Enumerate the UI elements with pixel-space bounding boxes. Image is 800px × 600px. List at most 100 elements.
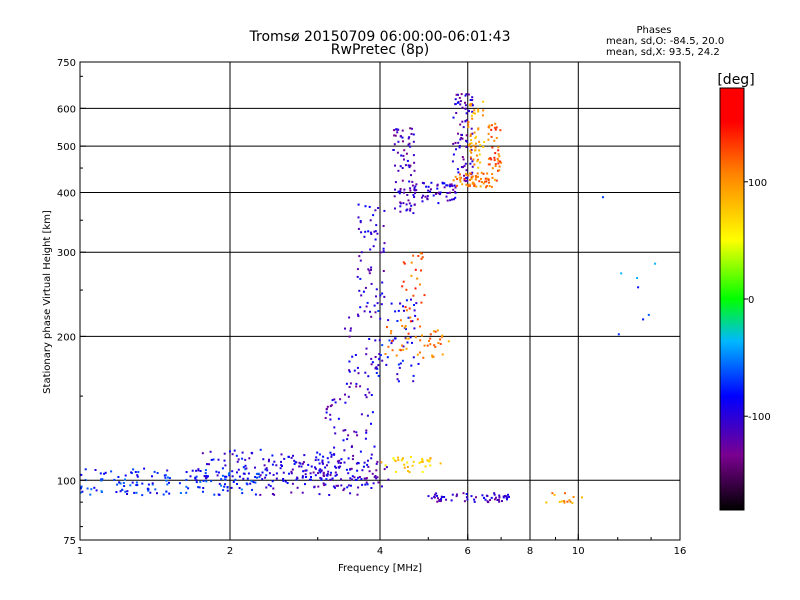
data-point bbox=[469, 142, 472, 145]
data-point bbox=[463, 164, 466, 167]
data-point bbox=[320, 478, 323, 481]
data-point bbox=[468, 104, 471, 107]
data-point bbox=[395, 354, 398, 357]
data-point bbox=[375, 372, 378, 374]
data-point bbox=[335, 466, 338, 469]
data-point bbox=[413, 309, 416, 312]
data-point bbox=[394, 460, 397, 463]
data-point bbox=[217, 458, 220, 461]
data-point bbox=[314, 474, 317, 477]
data-point bbox=[165, 479, 168, 482]
data-point bbox=[264, 476, 267, 479]
data-point bbox=[392, 457, 395, 460]
data-point bbox=[469, 172, 472, 175]
data-point bbox=[377, 481, 380, 484]
data-point bbox=[469, 99, 472, 101]
y-tick-label: 100 bbox=[57, 476, 76, 487]
data-point bbox=[426, 195, 429, 198]
data-point bbox=[365, 481, 368, 484]
data-point bbox=[202, 490, 204, 493]
data-point bbox=[410, 261, 413, 264]
data-point bbox=[244, 464, 247, 467]
data-point bbox=[581, 496, 583, 499]
data-point bbox=[256, 476, 259, 479]
data-point bbox=[410, 204, 413, 207]
data-point bbox=[415, 183, 418, 186]
data-point bbox=[419, 325, 422, 328]
data-point bbox=[319, 468, 322, 471]
data-point bbox=[427, 189, 430, 192]
data-point bbox=[269, 485, 272, 488]
data-point bbox=[351, 478, 353, 481]
data-point bbox=[493, 492, 496, 495]
data-point bbox=[195, 475, 198, 478]
data-point bbox=[483, 496, 485, 499]
data-point bbox=[427, 495, 430, 498]
data-point bbox=[304, 483, 306, 486]
data-point bbox=[447, 340, 450, 343]
data-point bbox=[334, 474, 337, 477]
y-tick-label: 600 bbox=[57, 104, 76, 115]
data-point bbox=[368, 269, 371, 272]
data-point bbox=[473, 185, 476, 187]
data-point bbox=[339, 465, 342, 468]
data-point bbox=[344, 393, 346, 396]
data-point bbox=[329, 405, 332, 408]
data-point bbox=[234, 478, 237, 481]
data-point bbox=[376, 302, 379, 305]
data-point bbox=[267, 460, 270, 463]
data-point bbox=[373, 230, 376, 233]
data-point bbox=[407, 199, 410, 202]
data-point bbox=[467, 121, 470, 124]
data-point bbox=[293, 459, 296, 462]
data-point bbox=[203, 475, 206, 478]
data-point bbox=[474, 137, 477, 140]
data-point bbox=[318, 453, 321, 456]
data-point bbox=[151, 482, 154, 485]
data-point bbox=[407, 470, 409, 473]
data-point bbox=[368, 391, 371, 394]
data-point bbox=[367, 459, 369, 462]
data-point bbox=[359, 220, 362, 222]
data-point bbox=[414, 336, 417, 339]
data-point bbox=[118, 481, 121, 484]
data-point bbox=[201, 452, 204, 455]
data-point bbox=[480, 171, 483, 174]
data-point bbox=[421, 334, 423, 337]
data-point bbox=[247, 472, 250, 475]
data-point bbox=[487, 138, 490, 141]
data-point bbox=[419, 339, 422, 342]
data-point bbox=[315, 456, 318, 459]
data-point bbox=[224, 475, 226, 478]
data-point bbox=[470, 142, 473, 145]
data-point bbox=[129, 484, 132, 487]
data-point bbox=[325, 478, 328, 481]
data-point bbox=[499, 160, 501, 163]
data-point bbox=[439, 343, 442, 345]
data-point bbox=[349, 492, 352, 495]
data-point bbox=[206, 463, 208, 466]
data-point bbox=[427, 460, 430, 463]
data-point bbox=[443, 182, 446, 185]
data-point bbox=[364, 286, 367, 289]
data-point bbox=[367, 268, 370, 271]
data-point bbox=[281, 465, 283, 467]
data-point bbox=[406, 341, 409, 344]
data-point bbox=[362, 465, 365, 468]
data-point bbox=[454, 141, 457, 144]
data-point bbox=[113, 478, 116, 481]
data-point bbox=[377, 364, 380, 367]
data-point bbox=[359, 385, 362, 388]
data-point bbox=[465, 496, 468, 499]
data-point bbox=[434, 330, 437, 333]
data-point bbox=[371, 411, 374, 414]
data-point bbox=[345, 382, 348, 385]
data-point bbox=[364, 483, 367, 486]
data-point bbox=[365, 347, 368, 350]
data-point bbox=[218, 482, 221, 485]
data-point bbox=[319, 476, 322, 479]
data-point bbox=[262, 458, 265, 461]
data-point bbox=[290, 470, 293, 473]
data-point bbox=[381, 485, 383, 488]
data-point bbox=[343, 461, 346, 464]
